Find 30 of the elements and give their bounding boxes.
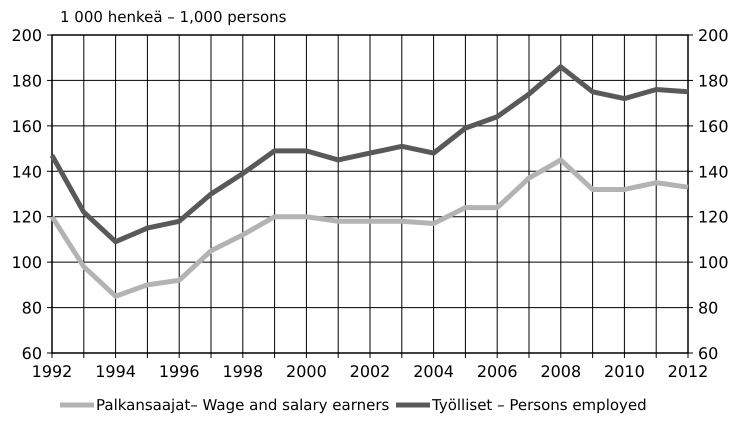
- y-tick-label: 180: [11, 71, 42, 90]
- y2-tick-label: 180: [698, 71, 729, 90]
- chart-title: 1 000 henkeä – 1,000 persons: [60, 8, 287, 26]
- y2-tick-label: 80: [698, 298, 718, 318]
- y2-tick-label: 200: [698, 26, 729, 45]
- x-tick-label: 1998: [222, 362, 264, 381]
- x-tick-label: 2012: [668, 362, 708, 381]
- y2-tick-label: 60: [698, 344, 718, 363]
- x-tick-label: 1996: [158, 362, 200, 381]
- legend-label: Palkansaajat– Wage and salary earners: [96, 396, 390, 414]
- x-tick-label: 2006: [476, 362, 518, 381]
- x-tick-label: 2004: [413, 362, 454, 381]
- y-tick-label: 80: [22, 298, 42, 318]
- y2-tick-label: 140: [698, 162, 729, 182]
- y2-tick-label: 160: [698, 116, 729, 136]
- y-tick-label: 100: [11, 253, 42, 272]
- y-tick-label: 60: [22, 344, 42, 363]
- y-tick-label: 160: [11, 116, 42, 136]
- x-tick-label: 2000: [286, 362, 327, 381]
- x-tick-label: 2008: [540, 362, 582, 381]
- legend-label: Työlliset – Persons employed: [431, 396, 647, 414]
- y-tick-label: 120: [11, 208, 42, 227]
- y2-tick-label: 100: [698, 253, 729, 272]
- y-tick-label: 200: [11, 26, 42, 45]
- x-tick-label: 1994: [95, 362, 136, 381]
- y2-tick-label: 120: [698, 208, 729, 227]
- x-tick-label: 1992: [32, 362, 72, 381]
- x-tick-label: 2010: [604, 362, 645, 381]
- x-tick-label: 2002: [350, 362, 390, 381]
- y-tick-label: 140: [11, 162, 42, 182]
